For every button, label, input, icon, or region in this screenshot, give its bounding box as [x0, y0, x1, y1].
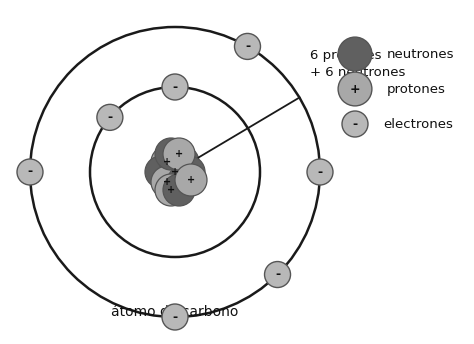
Text: +: + [350, 83, 360, 96]
Text: protones: protones [387, 83, 446, 96]
Text: +: + [187, 175, 195, 185]
Circle shape [264, 261, 291, 288]
Circle shape [162, 74, 188, 100]
Text: -: - [173, 80, 178, 94]
Text: +: + [175, 149, 183, 159]
Circle shape [163, 174, 195, 206]
Circle shape [338, 37, 372, 71]
Text: +: + [171, 167, 179, 177]
Text: electrones: electrones [383, 118, 453, 130]
Circle shape [235, 33, 261, 60]
Text: -: - [275, 268, 280, 281]
Circle shape [167, 146, 199, 178]
Text: -: - [353, 118, 357, 130]
Circle shape [151, 166, 183, 198]
Circle shape [163, 138, 195, 170]
Circle shape [145, 156, 177, 188]
Text: neutrones: neutrones [387, 47, 455, 61]
Text: -: - [27, 165, 33, 179]
Text: -: - [107, 111, 112, 124]
Circle shape [97, 104, 123, 130]
Text: +: + [167, 185, 175, 195]
Circle shape [155, 138, 187, 170]
Circle shape [338, 72, 372, 106]
Circle shape [159, 156, 191, 188]
Circle shape [167, 166, 199, 198]
Text: -: - [173, 311, 178, 323]
Circle shape [307, 159, 333, 185]
Text: +: + [163, 177, 171, 187]
Circle shape [151, 146, 183, 178]
Text: 6 protones
+ 6 neutrones: 6 protones + 6 neutrones [310, 49, 405, 79]
Text: -: - [318, 165, 323, 179]
Text: +: + [163, 157, 171, 167]
Text: -: - [245, 40, 250, 53]
Circle shape [162, 304, 188, 330]
Circle shape [17, 159, 43, 185]
Circle shape [342, 111, 368, 137]
Circle shape [173, 156, 205, 188]
Text: átomo de carbono: átomo de carbono [111, 305, 239, 319]
Circle shape [155, 174, 187, 206]
Circle shape [175, 164, 207, 196]
